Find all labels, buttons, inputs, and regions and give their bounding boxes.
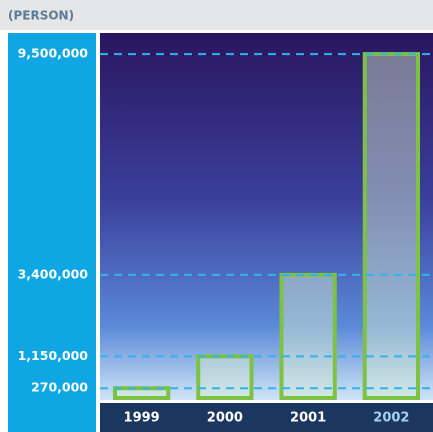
x-tick-label: 2000: [207, 411, 243, 426]
x-tick-label: 1999: [124, 411, 160, 426]
y-tick-label: 3,400,000: [18, 266, 89, 281]
chart-title: (PERSON): [8, 9, 74, 23]
x-tick-label: 2001: [290, 411, 326, 426]
plot-area: [100, 33, 433, 400]
bar: [279, 272, 337, 401]
header: [0, 0, 433, 30]
bar: [112, 386, 171, 401]
bar: [362, 52, 421, 400]
y-axis-panel: [8, 33, 96, 432]
y-tick-label: 270,000: [31, 380, 88, 395]
y-tick-label: 9,500,000: [18, 46, 89, 61]
x-tick-label: 2002: [373, 411, 409, 426]
bar: [196, 354, 254, 400]
x-axis-band: [100, 403, 433, 432]
y-tick-label: 1,150,000: [18, 348, 89, 363]
